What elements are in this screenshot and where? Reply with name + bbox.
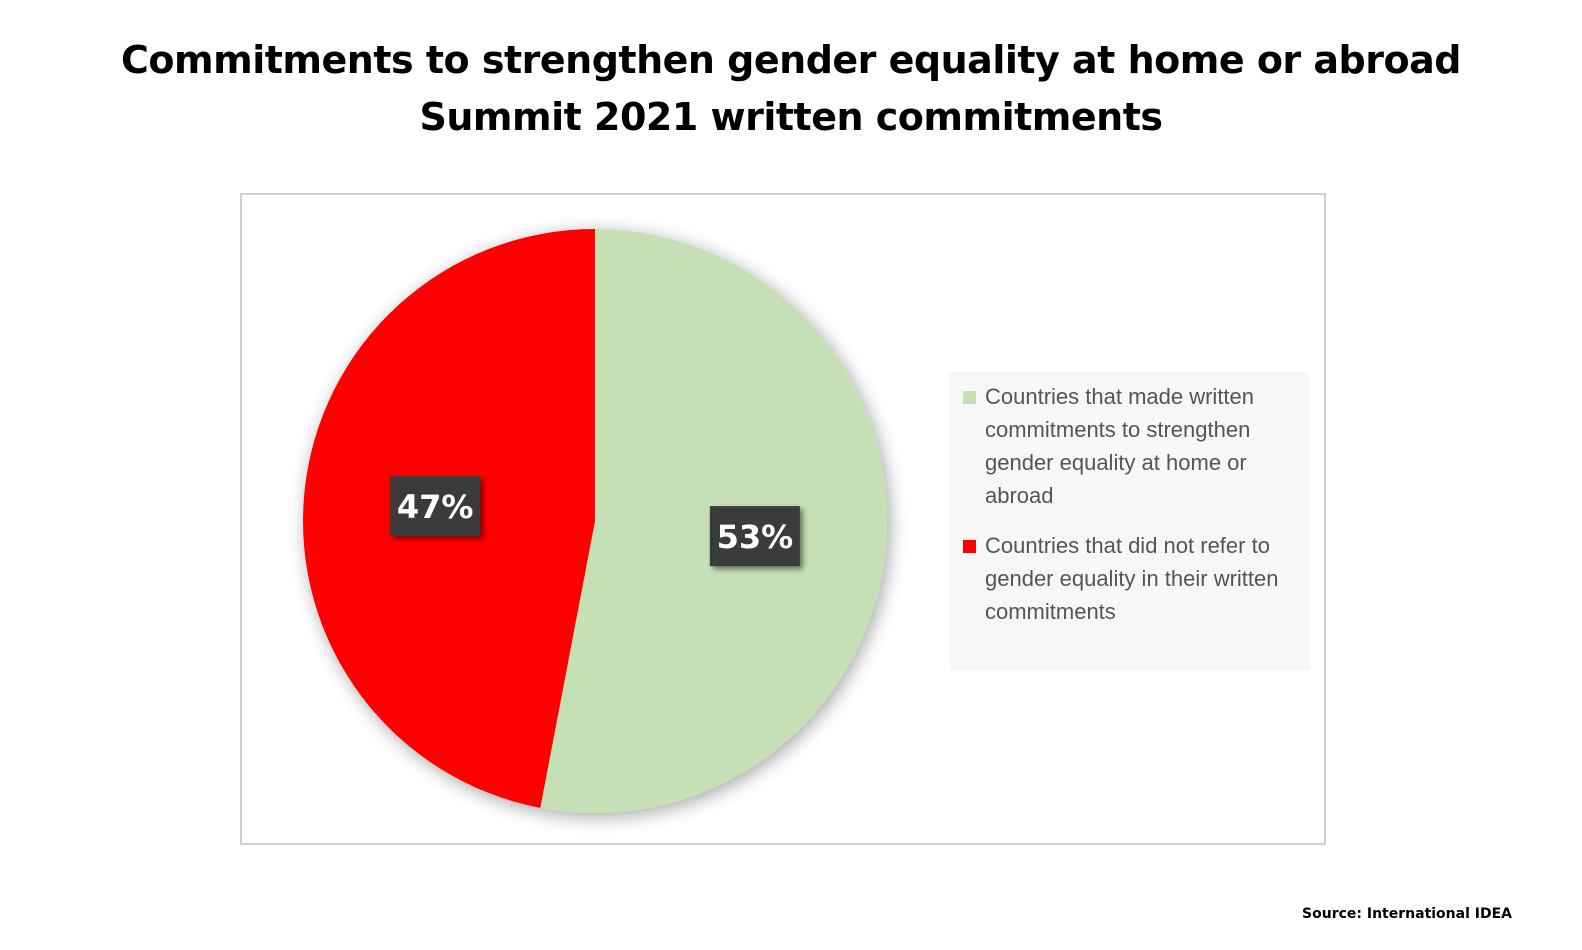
data-label-box-1 bbox=[390, 475, 481, 536]
chart-title-line-1: Commitments to strengthen gender equalit… bbox=[121, 38, 1461, 82]
legend-item-1: Countries that did not refer to gender e… bbox=[963, 529, 1303, 628]
source-note: Source: International IDEA bbox=[1302, 906, 1512, 922]
legend-label-0: Countries that made written commitments … bbox=[985, 384, 1255, 508]
legend: Countries that made written commitments … bbox=[949, 372, 1309, 670]
chart-area: 53% 47% Countries that made written commi… bbox=[240, 193, 1326, 845]
data-label-0: 53% bbox=[709, 506, 800, 567]
data-label-1: 47% bbox=[390, 475, 481, 536]
legend-swatch-0 bbox=[963, 391, 976, 404]
legend-item-0: Countries that made written commitments … bbox=[963, 380, 1303, 512]
legend-swatch-1 bbox=[963, 540, 976, 553]
data-label-box-0 bbox=[709, 506, 800, 567]
pie-chart: 53% 47% bbox=[303, 229, 888, 813]
legend-label-1: Countries that did not refer to gender e… bbox=[985, 533, 1279, 624]
chart-title-line-2: Summit 2021 written commitments bbox=[419, 95, 1164, 139]
data-label-text-0: 53% bbox=[717, 518, 794, 556]
data-label-text-1: 47% bbox=[397, 488, 474, 526]
